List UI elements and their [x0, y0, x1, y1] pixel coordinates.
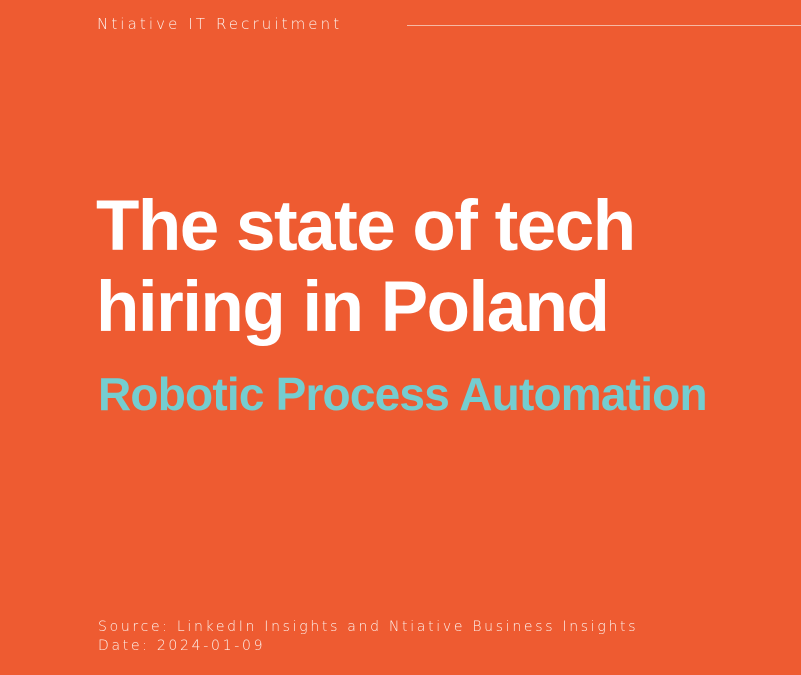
- page-title: The state of tech hiring in Poland: [96, 186, 636, 348]
- brand-name: Ntiative IT Recruitment: [97, 15, 343, 33]
- header-divider: [407, 25, 801, 26]
- date-text: Date: 2024-01-09: [98, 638, 266, 654]
- source-text: Source: LinkedIn Insights and Ntiative B…: [98, 619, 639, 635]
- footer: Source: LinkedIn Insights and Ntiative B…: [98, 618, 638, 656]
- title-line-1: The state of tech: [96, 187, 636, 266]
- title-line-2: hiring in Poland: [96, 268, 610, 347]
- page-subtitle: Robotic Process Automation: [98, 368, 708, 420]
